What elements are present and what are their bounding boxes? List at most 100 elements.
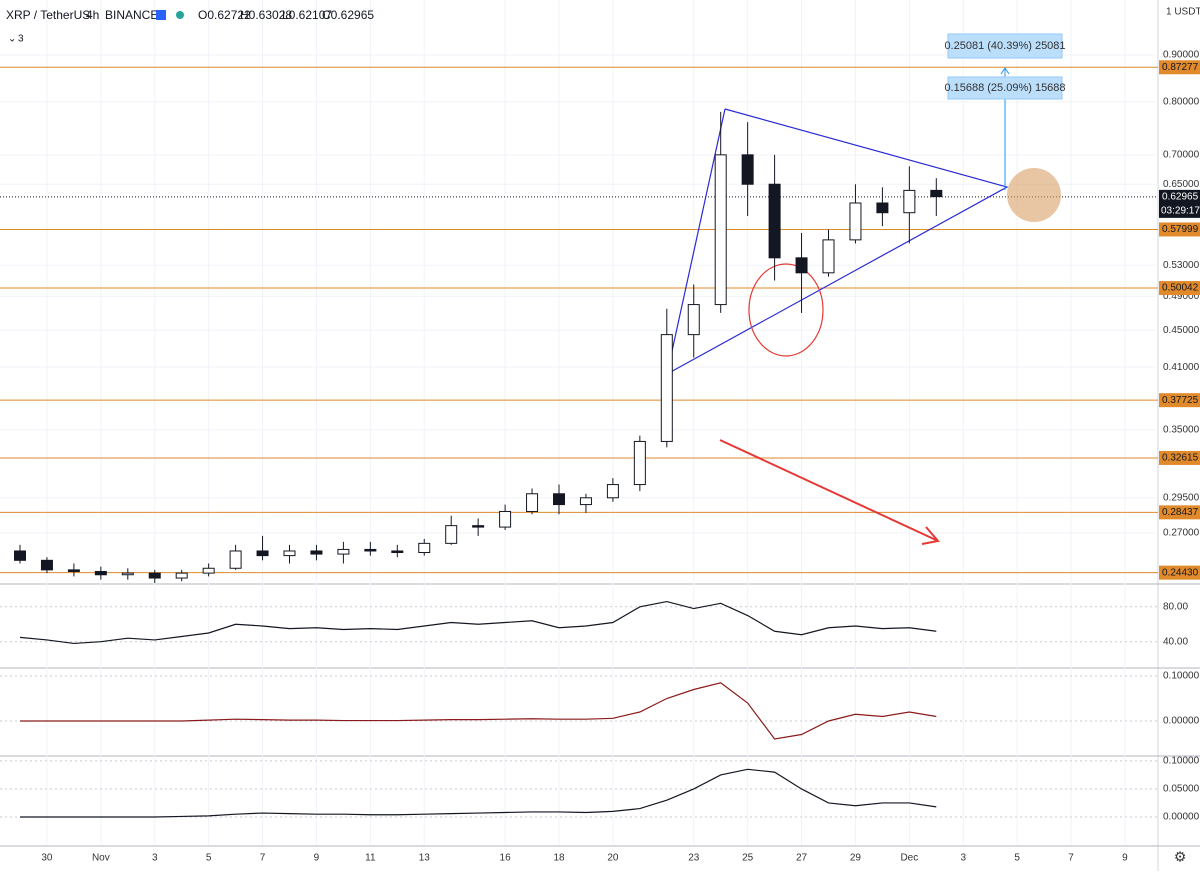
x-tick-label: 3 — [152, 853, 158, 864]
candle-body — [660, 334, 673, 442]
y-tick-label: 0.29500 — [1163, 492, 1200, 503]
x-tick-label: Nov — [92, 853, 110, 864]
x-tick-label: 5 — [206, 853, 212, 864]
x-tick-label: 29 — [850, 853, 862, 864]
triangle-drawing — [666, 108, 1009, 376]
candle-body — [229, 550, 242, 569]
candle-body — [472, 525, 485, 528]
y-tick-label: 0.35000 — [1163, 425, 1200, 436]
settings-icon[interactable]: ⚙ — [1174, 849, 1187, 865]
arrow-head — [921, 526, 940, 545]
candle-body — [445, 525, 458, 544]
indicator-line — [19, 600, 937, 645]
price-level-label: 0.57999 — [1162, 224, 1199, 235]
x-tick-label: 18 — [553, 853, 565, 864]
x-tick-label: 3 — [960, 853, 966, 864]
flag-icon[interactable] — [156, 10, 166, 20]
y-tick-label: 0.65000 — [1163, 179, 1200, 190]
candle-body — [499, 510, 512, 528]
price-level-box — [1159, 60, 1200, 75]
last-price-label: 0.62965 — [1162, 192, 1199, 203]
candle-body — [40, 559, 53, 571]
status-dot — [176, 11, 184, 19]
indicator-line — [20, 682, 937, 740]
price-level-box — [1159, 565, 1200, 580]
target-zone — [1007, 168, 1061, 222]
candle-body — [822, 239, 835, 274]
candle-body — [606, 484, 619, 499]
countdown: 03:29:17 — [1161, 206, 1200, 217]
price-levels — [0, 66, 1158, 574]
candle-body — [175, 572, 188, 579]
collapse-caret[interactable]: ⌄ — [8, 34, 16, 45]
candle-body — [714, 154, 727, 306]
y-tick-label: 0.10000 — [1163, 756, 1200, 767]
x-tick-label: 7 — [1068, 853, 1074, 864]
highlight-circle — [748, 263, 824, 357]
candle-body — [768, 183, 781, 259]
measure-box — [947, 33, 1063, 59]
candle-body — [553, 493, 565, 506]
candle-body — [310, 550, 323, 555]
candle-body — [337, 548, 350, 555]
y-tick-label: 0.00000 — [1163, 812, 1200, 823]
high: H0.63028 — [240, 8, 292, 22]
close: C0.62965 — [322, 8, 374, 22]
indicator-count[interactable]: 3 — [18, 34, 24, 45]
candle-body — [930, 189, 943, 198]
y-tick-label: 0.27000 — [1163, 528, 1200, 539]
low: L0.62107 — [282, 8, 332, 22]
measure-label: 0.15688 (25.09%) 15688 — [944, 82, 1065, 94]
candle-body — [526, 493, 539, 512]
candle-body — [903, 189, 916, 214]
price-level-box — [1159, 505, 1200, 520]
y-tick-label: 0.90000 — [1163, 50, 1200, 61]
x-tick-label: Dec — [900, 853, 918, 864]
y-tick-label: 0.05000 — [1163, 784, 1200, 795]
measure-arrow — [1000, 67, 1010, 75]
candle-body — [741, 154, 754, 185]
y-tick-label: 0.70000 — [1163, 149, 1200, 160]
x-tick-label: 13 — [419, 853, 431, 864]
candle-body — [418, 542, 431, 554]
candle-body — [14, 550, 26, 561]
y-tick-label: 0.00000 — [1163, 716, 1200, 727]
y-tick-label: 80.00 — [1163, 601, 1188, 612]
interval: 4h — [86, 8, 99, 22]
price-level-label: 0.50042 — [1162, 283, 1199, 294]
x-tick-label: 11 — [365, 853, 376, 864]
last-price-box — [1159, 189, 1200, 218]
candle-body — [148, 572, 161, 579]
candle-body — [391, 550, 404, 554]
x-tick-label: 30 — [41, 853, 53, 864]
currency: 1 USDT — [1166, 7, 1200, 18]
candle-body — [121, 572, 134, 576]
candle-body — [795, 257, 808, 274]
candle-body — [283, 550, 296, 557]
x-tick-label: 5 — [1014, 853, 1020, 864]
price-level-box — [1159, 222, 1200, 237]
candle-body — [876, 202, 889, 214]
measure-box — [947, 76, 1063, 100]
price-level-box — [1159, 450, 1200, 465]
candle-body — [67, 569, 80, 572]
price-level-box — [1159, 281, 1200, 296]
candle-body — [202, 567, 215, 574]
y-tick-label: 0.49000 — [1163, 291, 1200, 302]
grid — [0, 0, 1158, 845]
y-tick-label: 40.00 — [1163, 636, 1188, 647]
symbol: XRP / TetherUS — [6, 8, 90, 22]
exchange: BINANCE — [105, 8, 158, 22]
candle-body — [633, 440, 646, 486]
series — [14, 111, 943, 818]
candle-body — [579, 497, 592, 506]
open: O0.62722 — [198, 8, 251, 22]
x-tick-label: 23 — [688, 853, 700, 864]
price-level-label: 0.87277 — [1162, 62, 1199, 73]
price-level-label: 0.24430 — [1162, 567, 1199, 578]
x-tick-label: 20 — [607, 853, 619, 864]
y-tick-label: 0.80000 — [1163, 96, 1200, 107]
x-tick-label: 16 — [500, 853, 512, 864]
